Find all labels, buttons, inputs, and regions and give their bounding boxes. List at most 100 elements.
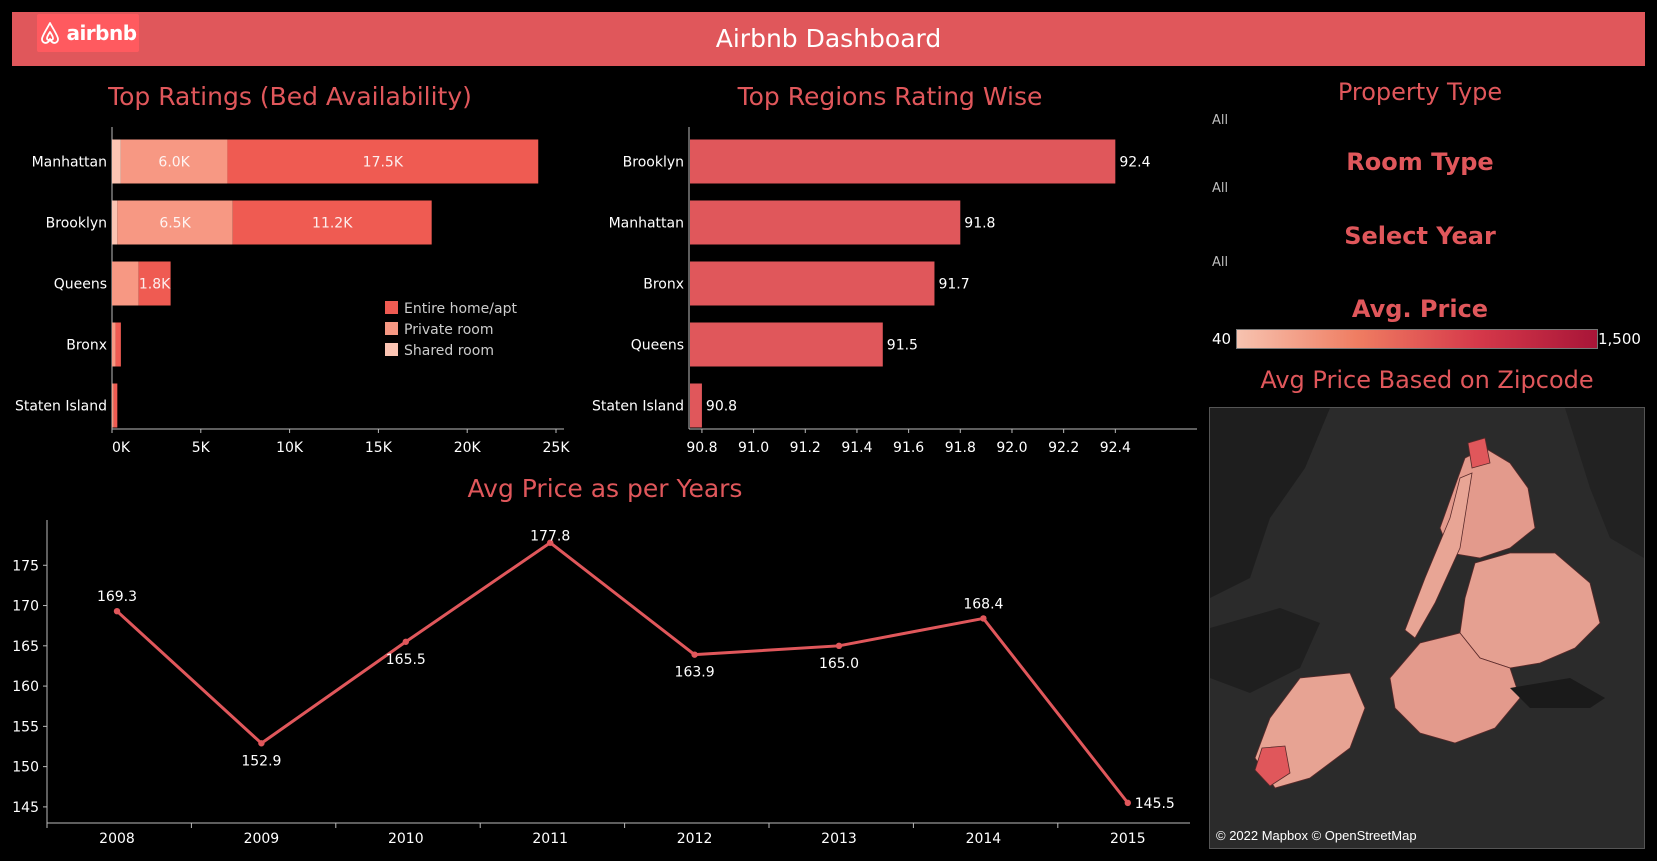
map-jamaica-bay: [1510, 678, 1605, 708]
select-year-filter[interactable]: All: [1212, 255, 1229, 270]
bed-x-tick-label: 0K: [112, 440, 131, 456]
bed-bar-segment: [115, 322, 121, 367]
map-zip-highlight-si: [1254, 745, 1291, 787]
line-x-tick-label: 2008: [99, 831, 135, 847]
price-years-title: Avg Price as per Years: [467, 474, 743, 503]
avg-price-min-label: 40: [1212, 330, 1232, 348]
region-x-tick-label: 92.2: [1048, 440, 1079, 456]
map-land-nj-south: [1210, 608, 1320, 693]
region-x-tick-label: 91.2: [790, 440, 821, 456]
region-x-tick-label: 91.4: [841, 440, 872, 456]
map-land-nj-north: [1210, 408, 1330, 598]
line-x-tick-label: 2011: [532, 831, 568, 847]
bed-category-label: Brooklyn: [46, 216, 107, 232]
region-data-label: 90.8: [706, 399, 737, 415]
region-bar: [690, 383, 702, 428]
region-category-label: Queens: [631, 338, 684, 354]
map-credit: © 2022 Mapbox © OpenStreetMap: [1216, 828, 1417, 843]
bed-category-label: Queens: [54, 277, 107, 293]
bed-bar-segment: [112, 200, 118, 245]
bed-legend-swatch: [385, 343, 398, 356]
map-queens: [1459, 552, 1601, 669]
price-data-label: 169.3: [97, 589, 137, 605]
price-point: [113, 607, 121, 615]
zipcode-map-svg: [1210, 408, 1644, 789]
room-type-filter[interactable]: All: [1212, 181, 1229, 196]
bed-x-tick-label: 25K: [543, 440, 571, 456]
region-x-tick-label: 91.6: [893, 440, 924, 456]
bed-availability-title: Top Ratings (Bed Availability): [108, 82, 472, 111]
region-data-label: 91.8: [964, 216, 995, 232]
price-data-label: 145.5: [1135, 796, 1175, 812]
bed-data-label: 17.5K: [363, 155, 404, 171]
bed-bar-segment: [138, 261, 171, 306]
regions-rating-chart: Brooklyn 92.4 Manhattan 91.8 Bronx 91.7 Queens…: [592, 127, 1197, 456]
logo-text: airbnb: [66, 21, 137, 45]
price-point: [980, 615, 987, 622]
line-y-tick-label: 145: [12, 800, 39, 816]
line-x-tick-label: 2010: [388, 831, 424, 847]
bed-bar-segment: [232, 200, 432, 245]
bed-legend-swatch: [385, 301, 398, 314]
line-x-tick-label: 2015: [1110, 831, 1146, 847]
bed-bar-segment: [112, 139, 121, 184]
region-bar: [690, 200, 961, 245]
region-x-tick-label: 92.0: [996, 440, 1027, 456]
select-year-title: Select Year: [1344, 222, 1496, 250]
bed-bar-segment: [112, 261, 139, 306]
price-point: [835, 642, 843, 650]
map-land-east: [1565, 408, 1644, 558]
region-bar: [690, 261, 935, 306]
avg-price-max-label: 1,500: [1598, 330, 1641, 348]
bed-x-tick-label: 10K: [276, 440, 304, 456]
bed-data-label: 1.8K: [139, 277, 171, 293]
bed-bar-segment: [113, 383, 118, 428]
region-bar: [690, 322, 883, 367]
bed-bar-segment: [112, 383, 114, 428]
price-data-label: 165.5: [386, 652, 426, 668]
bed-data-label: 6.0K: [158, 155, 190, 171]
line-x-tick-label: 2013: [821, 831, 857, 847]
price-data-label: 165.0: [819, 656, 859, 672]
bed-category-label: Staten Island: [15, 399, 107, 415]
dashboard-title: Airbnb Dashboard: [715, 24, 942, 53]
region-category-label: Manhattan: [609, 216, 684, 232]
bed-bar-segment: [120, 139, 228, 184]
bed-legend-label: Private room: [404, 322, 493, 338]
price-point: [691, 651, 698, 658]
line-y-tick-label: 150: [12, 760, 39, 776]
line-y-tick-label: 170: [12, 599, 39, 615]
avg-price-color-legend: [1236, 329, 1598, 349]
bed-category-label: Manhattan: [32, 155, 107, 171]
bed-x-tick-label: 5K: [192, 440, 211, 456]
property-type-filter[interactable]: All: [1212, 113, 1229, 128]
region-x-tick-label: 91.8: [945, 440, 976, 456]
price-data-label: 152.9: [241, 753, 281, 769]
line-y-tick-label: 175: [12, 558, 39, 574]
bed-x-tick-label: 20K: [454, 440, 482, 456]
bed-legend-label: Entire home/apt: [404, 301, 517, 317]
bed-x-tick-label: 15K: [365, 440, 393, 456]
dashboard-header: [12, 12, 1645, 66]
property-type-title: Property Type: [1337, 78, 1503, 106]
bed-data-label: 6.5K: [159, 216, 191, 232]
avg-price-legend-title: Avg. Price: [1351, 295, 1489, 323]
airbnb-logo: airbnb: [37, 14, 139, 52]
line-y-tick-label: 155: [12, 719, 39, 735]
bed-legend-swatch: [385, 322, 398, 335]
price-point: [1124, 799, 1132, 807]
line-x-tick-label: 2012: [677, 831, 713, 847]
zipcode-map[interactable]: [1209, 407, 1645, 849]
bed-legend-label: Shared room: [404, 343, 494, 359]
region-category-label: Bronx: [643, 277, 684, 293]
price-point: [402, 638, 409, 645]
price-years-chart: 145 150 155 160 165 170 175 2008 2009 2010 2011 201…: [12, 520, 1190, 847]
price-point: [258, 740, 265, 747]
regions-rating-title: Top Regions Rating Wise: [737, 82, 1043, 111]
bed-bar-segment: [227, 139, 539, 184]
region-x-tick-label: 91.0: [738, 440, 769, 456]
region-bar: [690, 139, 1116, 184]
region-x-tick-label: 92.4: [1100, 440, 1131, 456]
region-data-label: 91.5: [887, 338, 918, 354]
line-y-tick-label: 160: [12, 679, 39, 695]
